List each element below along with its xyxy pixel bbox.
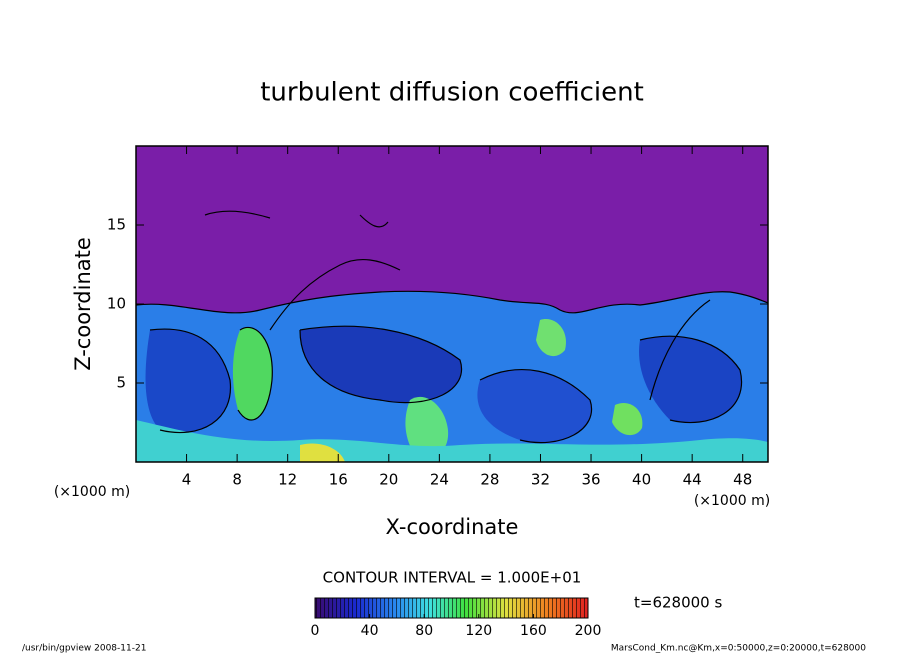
colorbar-tick-label: 0 [311, 623, 320, 639]
x-tick-label: 36 [581, 471, 600, 489]
y-tick-label: 5 [116, 374, 126, 392]
x-tick-label: 12 [278, 471, 297, 489]
x-tick-label: 48 [733, 471, 752, 489]
y-unit: (×1000 m) [54, 484, 130, 500]
x-tick-label: 40 [632, 471, 651, 489]
x-tick-label: 8 [232, 471, 242, 489]
x-tick-label: 24 [430, 471, 449, 489]
x-tick-label: 4 [182, 471, 192, 489]
contour-field [136, 146, 768, 462]
colorbar-tick-label: 120 [465, 623, 492, 639]
x-tick-label: 32 [531, 471, 550, 489]
colorbar-tick-label: 200 [575, 623, 602, 639]
footer-left: /usr/bin/gpview 2008-11-21 [22, 644, 146, 654]
colorbar-tick-label: 160 [520, 623, 547, 639]
footer-right: MarsCond_Km.nc@Km,x=0:50000,z=0:20000,t=… [611, 644, 866, 654]
y-tick-label: 10 [107, 295, 126, 313]
contour-interval: CONTOUR INTERVAL = 1.000E+01 [323, 569, 582, 587]
x-tick-label: 44 [683, 471, 702, 489]
colorbar-lines [315, 598, 588, 618]
x-unit: (×1000 m) [694, 493, 770, 509]
x-tick-label: 28 [480, 471, 499, 489]
colorbar-frame [314, 597, 589, 619]
x-axis-label: X-coordinate [386, 515, 519, 539]
colorbar-tick-label: 40 [361, 623, 379, 639]
x-tick-label: 16 [329, 471, 348, 489]
y-axis-label: Z-coordinate [71, 237, 95, 371]
colorbar-tick-label: 80 [415, 623, 433, 639]
x-tick-label: 20 [379, 471, 398, 489]
chart-title: turbulent diffusion coefficient [260, 78, 644, 108]
y-tick-label: 15 [107, 216, 126, 234]
time-annotation: t=628000 s [634, 594, 722, 612]
